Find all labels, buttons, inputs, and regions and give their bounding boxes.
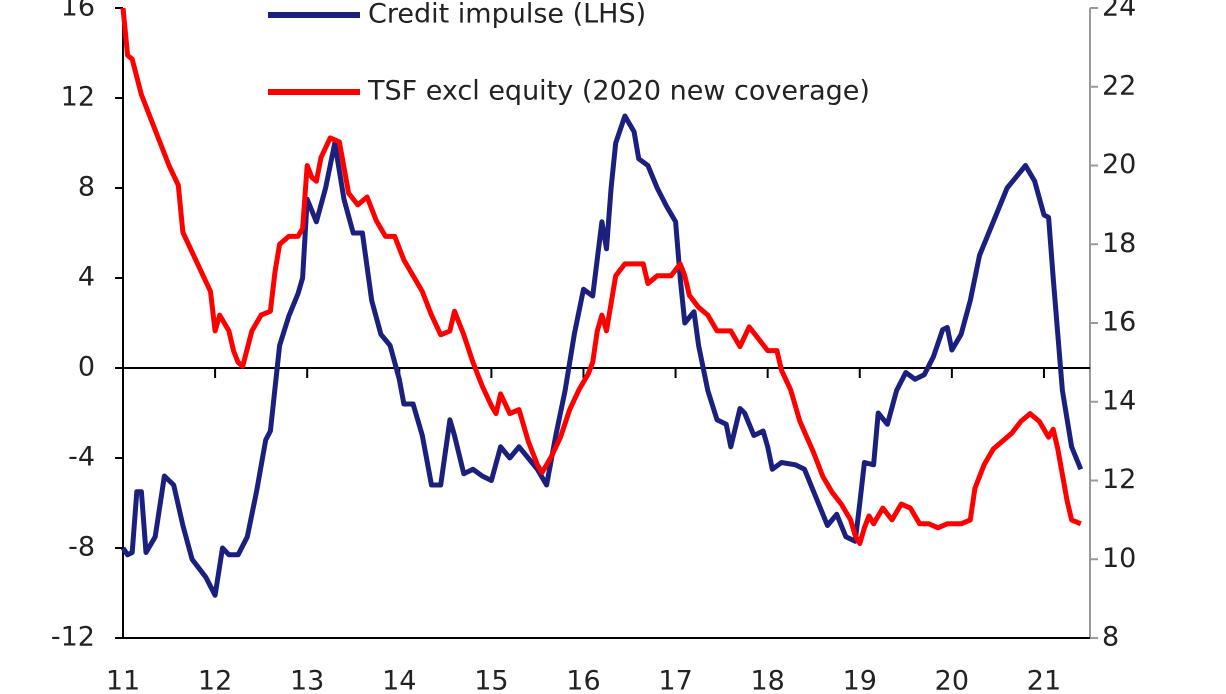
x-tick-label: 21 xyxy=(1027,666,1061,691)
y2-tick-label: 22 xyxy=(1102,70,1136,101)
x-tick-label: 17 xyxy=(658,666,692,691)
series-line xyxy=(120,7,1082,546)
legend-label: TSF excl equity (2020 new coverage) xyxy=(367,76,870,107)
y2-tick-label: 24 xyxy=(1102,0,1136,23)
y2-tick-label: 18 xyxy=(1102,228,1136,259)
x-tick-label: 12 xyxy=(198,666,232,691)
x-tick-label: 13 xyxy=(290,666,324,691)
x-tick-label: 16 xyxy=(566,666,600,691)
y2-tick-label: 12 xyxy=(1102,464,1136,495)
x-tick-label: 18 xyxy=(750,666,784,691)
y2-tick-label: 8 xyxy=(1102,622,1119,653)
y-tick-label: -8 xyxy=(68,532,95,563)
y2-tick-label: 20 xyxy=(1102,149,1136,180)
y2-tick-label: 14 xyxy=(1102,385,1136,416)
y-tick-label: -12 xyxy=(51,622,95,653)
y-tick-label: 8 xyxy=(78,172,95,203)
x-tick-label: 14 xyxy=(382,666,416,691)
x-tick-label: 15 xyxy=(474,666,508,691)
x-tick-label: 11 xyxy=(106,666,140,691)
y-tick-label: -4 xyxy=(68,442,95,473)
legend-label: Credit impulse (LHS) xyxy=(368,0,646,30)
y-tick-label: 0 xyxy=(78,352,95,383)
x-tick-label: 20 xyxy=(935,666,969,691)
y2-tick-label: 10 xyxy=(1102,543,1136,574)
series-line xyxy=(120,113,1084,598)
y-tick-label: 12 xyxy=(61,82,95,113)
x-tick-label: 19 xyxy=(843,666,877,691)
y-tick-label: 16 xyxy=(61,0,95,23)
y2-tick-label: 16 xyxy=(1102,307,1136,338)
y-tick-label: 4 xyxy=(78,262,95,293)
